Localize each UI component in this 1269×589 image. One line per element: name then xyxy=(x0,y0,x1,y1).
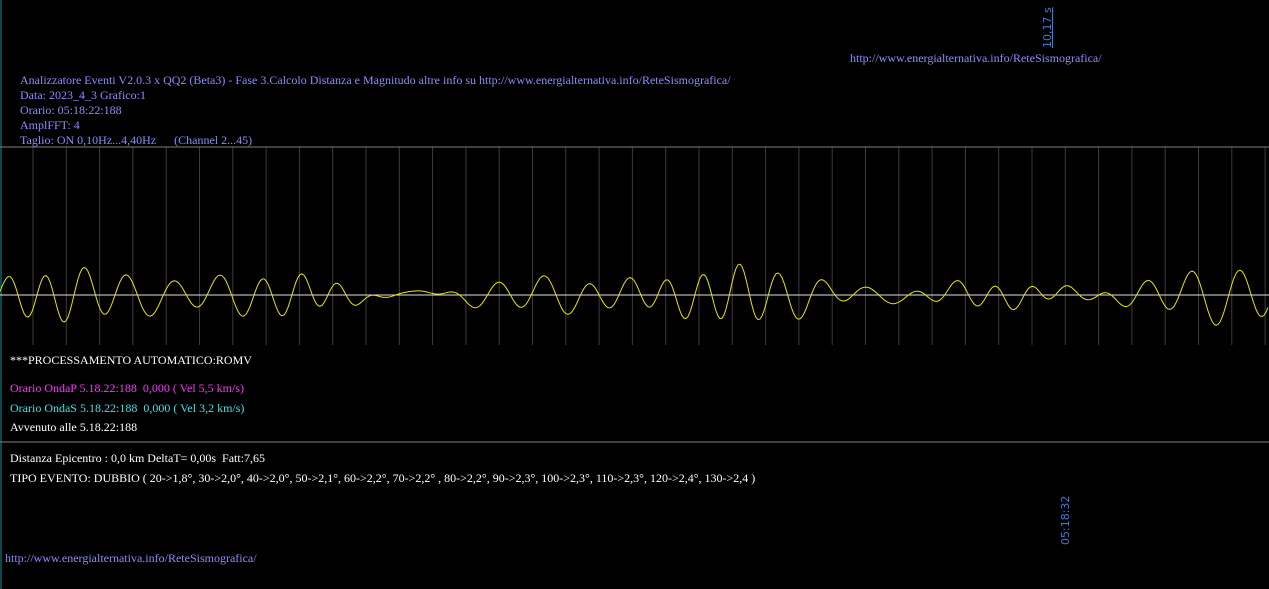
wave-p: Orario OndaP 5.18.22:188 0,000 ( Vel 5,5… xyxy=(10,381,244,395)
header-line: Taglio: ON 0,10Hz...4,40Hz (Channel 2...… xyxy=(20,133,252,147)
duration: 10,17 s xyxy=(1041,7,1054,48)
occurred: Avvenuto alle 5.18.22:188 xyxy=(10,420,137,434)
wave-s: Orario OndaS 5.18.22:188 0,000 ( Vel 3,2… xyxy=(10,401,244,415)
end-time: 05:18:32 xyxy=(1059,496,1072,545)
header-line: Analizzatore Eventi V2.0.3 x QQ2 (Beta3)… xyxy=(20,73,731,87)
waveform xyxy=(0,263,1269,326)
grid xyxy=(32,147,1266,345)
event-type: TIPO EVENTO: DUBBIO ( 20->1,8°, 30->2,0°… xyxy=(10,471,755,485)
header-line: Orario: 05:18:22:188 xyxy=(20,103,122,117)
url[interactable]: http://www.energialternativa.info/ReteSi… xyxy=(850,51,1102,65)
processing-title: ***PROCESSAMENTO AUTOMATICO:ROMV xyxy=(10,353,252,367)
header-line: Data: 2023_4_3 Grafico:1 xyxy=(20,88,146,102)
distance: Distanza Epicentro : 0,0 km DeltaT= 0,00… xyxy=(10,451,265,465)
header-line: AmplFFT: 4 xyxy=(20,118,80,132)
footer-url[interactable]: http://www.energialternativa.info/ReteSi… xyxy=(5,551,257,565)
